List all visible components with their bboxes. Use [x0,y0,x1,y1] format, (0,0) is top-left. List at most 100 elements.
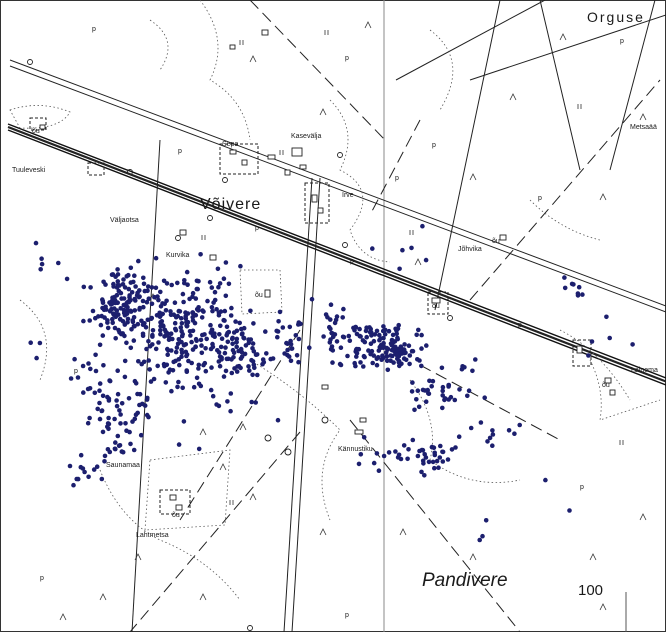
observation-point [137,294,142,299]
observation-point [114,308,120,313]
observation-point [477,537,483,543]
observation-point [208,387,214,393]
observation-point [288,338,293,344]
observation-point [149,285,155,290]
observation-point [589,339,595,344]
observation-point [490,443,495,449]
observation-point [323,312,329,317]
observation-point [410,437,416,443]
observation-point [395,336,401,342]
observation-point [100,333,106,338]
observation-point [146,339,151,344]
observation-point [228,313,234,318]
observation-point [148,379,154,384]
observation-point [397,360,402,366]
observation-point [338,345,344,351]
observation-point [105,320,110,325]
observation-point [144,346,149,352]
observation-point [113,314,119,320]
observation-point [457,387,462,392]
observation-point [420,447,426,453]
observation-point [115,282,121,288]
symbol-ou: õu [32,128,40,135]
observation-point [371,460,377,466]
observation-point [100,300,106,306]
observation-point [282,351,287,356]
roads [9,0,666,632]
observation-point [249,357,254,363]
observation-point [122,374,128,380]
observation-point [403,357,409,363]
observation-point [394,352,400,358]
observation-point [432,465,437,471]
observation-point [430,459,436,465]
observation-point [136,258,141,264]
observation-point [164,298,169,304]
observation-point [80,363,86,369]
observation-point [246,364,251,369]
observation-point [168,331,174,337]
observation-point [183,314,188,319]
place-voivere: Võivere [200,196,262,213]
observation-point [241,325,247,331]
observation-point [137,402,142,408]
observation-point [364,334,370,340]
observation-point [115,267,120,272]
observation-point [416,327,421,333]
observation-point [374,451,380,456]
observation-point [165,347,171,353]
observation-point [101,363,106,368]
observation-point [122,285,128,290]
observation-point [217,354,223,359]
observation-point [354,350,360,356]
observation-point [483,518,489,523]
observation-point [225,330,230,336]
observation-point [150,334,155,339]
observation-point [150,328,156,333]
observation-point [246,340,252,346]
observation-point [125,316,131,322]
observation-point [374,328,380,334]
observation-point [194,375,200,381]
observation-point [229,336,235,342]
observation-point [329,330,334,336]
observation-point [473,357,478,362]
observation-point [129,327,134,332]
observation-point [214,307,219,312]
observation-point [28,340,33,346]
observation-point [422,473,427,478]
place-johvika: Jõhvika [458,246,482,253]
observation-point [193,296,199,301]
observation-point [180,291,186,297]
observation-point [440,449,445,455]
observation-point [156,297,161,303]
observation-point [120,319,126,324]
observation-point [287,324,293,330]
observation-point [97,400,102,406]
observation-point [169,388,174,394]
observation-point [247,368,252,373]
observation-point [409,245,414,251]
observation-point [369,348,375,354]
observation-point [135,321,141,327]
observation-point [199,343,204,348]
observation-point [280,325,286,330]
observation-point [94,464,100,470]
observation-point [630,342,635,347]
ditch-marks [201,30,624,505]
observation-point [184,368,189,373]
symbol-p: p [350,258,354,265]
observation-point [384,345,390,351]
observation-point [125,299,131,305]
observation-point [370,360,376,366]
observation-point [153,346,159,352]
observation-point [395,326,401,331]
observation-point [254,372,260,378]
observation-point [199,315,205,320]
observation-point [99,313,104,319]
observation-point [102,459,107,464]
observation-point [149,301,155,307]
observation-point [217,363,223,369]
